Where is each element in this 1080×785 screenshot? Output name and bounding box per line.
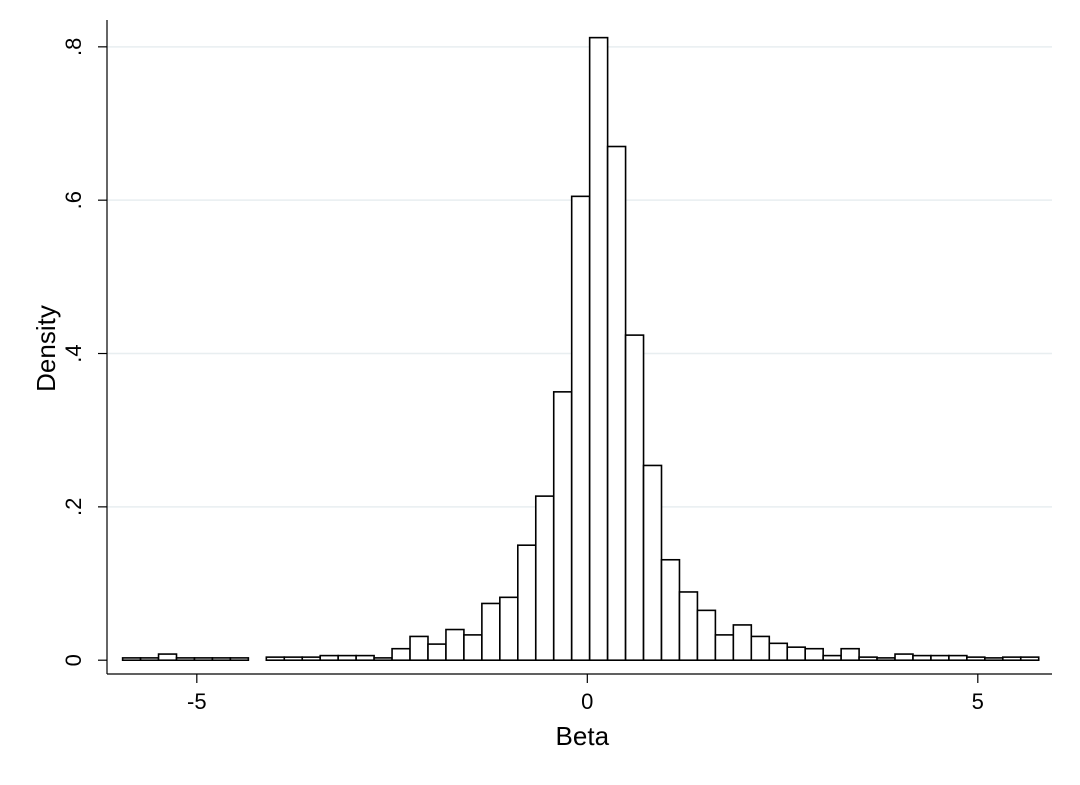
histogram-bar-36	[768, 642, 789, 661]
histogram-bar-4	[193, 657, 214, 661]
histogram-bar-6	[229, 657, 250, 661]
y-tick-label: .2	[61, 498, 86, 516]
histogram-bars	[121, 36, 1040, 661]
histogram-bar-48	[984, 657, 1004, 661]
histogram-bar-30	[660, 558, 681, 661]
histogram-bar-27	[606, 145, 627, 661]
histogram-bar-24	[552, 391, 573, 661]
histogram-bar-38	[804, 647, 824, 661]
histogram-bar-13	[355, 654, 375, 661]
histogram-bar-8	[265, 656, 286, 661]
histogram-bar-3	[175, 657, 196, 661]
histogram-bar-17	[427, 643, 447, 661]
histogram-bar-47	[966, 656, 986, 661]
y-axis-ticks: 0 .2 .4 .6 .8	[61, 38, 107, 666]
histogram-bar-33	[714, 634, 735, 661]
histogram-bar-32	[696, 609, 717, 661]
histogram-bar-20	[481, 602, 501, 661]
histogram-bar-1	[139, 657, 160, 661]
histogram-bar-39	[822, 654, 842, 661]
histogram-bar-31	[678, 591, 699, 661]
histogram-bar-18	[445, 628, 465, 661]
x-axis-ticks: -5 0 5	[187, 674, 984, 714]
histogram-bar-9	[283, 656, 304, 661]
histogram-bar-19	[463, 634, 483, 661]
histogram-bar-35	[750, 635, 771, 661]
histogram-bar-2	[157, 653, 178, 661]
histogram-bar-10	[301, 656, 322, 661]
y-tick-label: .8	[61, 38, 86, 56]
histogram-bar-25	[570, 195, 591, 661]
histogram-bar-0	[121, 657, 142, 661]
y-tick-label: .4	[61, 344, 86, 362]
histogram-bar-21	[499, 596, 519, 661]
histogram-bar-45	[930, 654, 950, 661]
x-tick-label: -5	[187, 689, 207, 714]
histogram-bar-12	[337, 654, 357, 661]
histogram-bar-37	[786, 646, 807, 661]
histogram-bar-44	[912, 654, 932, 661]
histogram-bar-41	[858, 656, 878, 661]
x-tick-label: 5	[972, 689, 984, 714]
histogram-bar-22	[517, 544, 537, 661]
x-axis-title: Beta	[556, 721, 610, 751]
y-axis-title: Density	[31, 305, 61, 392]
histogram-bar-34	[732, 624, 753, 661]
histogram-bar-43	[894, 653, 914, 661]
histogram-bar-15	[391, 647, 411, 661]
histogram-bar-16	[409, 635, 429, 661]
x-tick-label: 0	[581, 689, 593, 714]
y-tick-label: .6	[61, 191, 86, 209]
histogram-bar-29	[642, 464, 663, 661]
histogram-bar-14	[373, 657, 393, 661]
histogram-bar-26	[588, 36, 609, 661]
histogram-bar-50	[1019, 656, 1040, 661]
histogram-bar-46	[948, 654, 968, 661]
histogram-bar-28	[624, 334, 645, 661]
y-tick-label: 0	[61, 654, 86, 666]
histogram-bar-11	[319, 654, 339, 661]
histogram-bar-40	[840, 647, 860, 661]
histogram-bar-42	[876, 657, 896, 661]
histogram-bar-49	[1001, 656, 1022, 661]
histogram-bar-23	[534, 495, 555, 661]
histogram-bar-5	[211, 657, 232, 661]
